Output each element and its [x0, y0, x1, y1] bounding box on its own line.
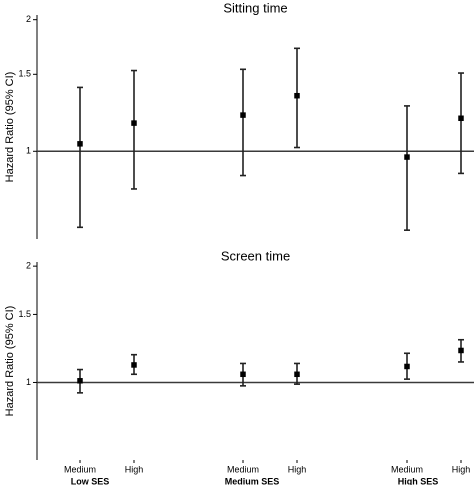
x-category-label: High: [288, 464, 307, 474]
x-group-label: High SES: [398, 476, 439, 485]
point-estimate: [240, 371, 246, 378]
point-estimate: [77, 141, 83, 147]
x-category-label: High: [452, 464, 471, 474]
x-category-label: Medium: [227, 464, 259, 474]
point-estimate: [77, 378, 83, 384]
y-tick-label: 2: [26, 14, 31, 24]
x-category-label: Medium: [64, 464, 96, 474]
point-estimate: [294, 371, 300, 378]
y-tick-label: 1.5: [18, 309, 31, 319]
y-tick-label: 1: [26, 377, 31, 387]
x-group-label: Medium SES: [225, 476, 280, 485]
point-estimate: [240, 112, 246, 118]
point-estimate: [294, 92, 300, 99]
point-estimate: [131, 362, 137, 368]
point-estimate: [404, 154, 410, 160]
point-estimate: [404, 363, 410, 370]
point-estimate: [131, 120, 137, 126]
point-estimate: [458, 115, 464, 122]
y-tick-label: 2: [26, 261, 31, 271]
y-axis-label: Hazard Ratio (95% CI): [4, 72, 16, 183]
panel-title: Screen time: [221, 248, 290, 263]
y-tick-label: 1: [26, 146, 31, 156]
panel-title: Sitting time: [223, 0, 287, 15]
x-category-label: High: [125, 464, 144, 474]
point-estimate: [458, 347, 464, 354]
x-category-label: Medium: [391, 464, 423, 474]
y-axis-label: Hazard Ratio (95% CI): [4, 306, 16, 417]
y-tick-label: 1.5: [18, 69, 31, 79]
x-group-label: Low SES: [71, 476, 110, 485]
